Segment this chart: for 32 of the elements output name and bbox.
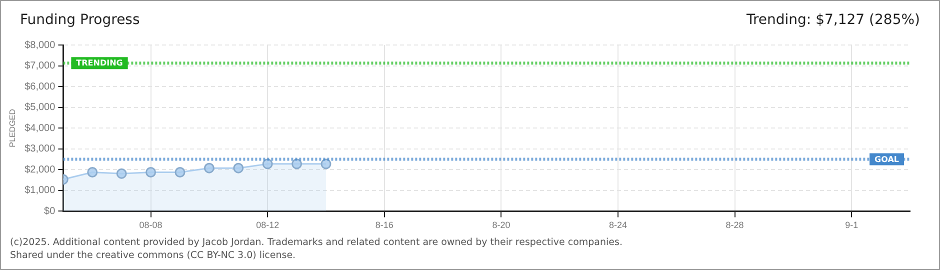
- x-tick-label: 08-12: [256, 220, 280, 230]
- ref-line-label: TRENDING: [76, 58, 123, 68]
- y-tick-label: $5,000: [24, 102, 56, 114]
- point: [204, 162, 214, 174]
- point: [116, 168, 127, 179]
- x-tick-label: 8-20: [492, 220, 510, 230]
- x-tick-label: 8-28: [726, 220, 744, 230]
- y-tick-label: $6,000: [24, 81, 56, 92]
- chart-subtitle: Trending: $7,127 (285%): [746, 12, 920, 28]
- x-tick-label: 9-1: [845, 220, 858, 230]
- point: [87, 166, 98, 178]
- y-tick-label: $0: [44, 206, 56, 217]
- y-tick-label: $4,000: [24, 122, 56, 134]
- chart-title: Funding Progress: [20, 12, 140, 28]
- y-tick-label: $1,000: [24, 185, 56, 196]
- point: [262, 158, 273, 170]
- text: (c)2025. Additional content provided by Jacob Jordan. Trademarks and related content are owned by their respective companies.: [10, 236, 622, 249]
- y-axis-title: PLEDGED: [8, 108, 18, 148]
- point: [174, 166, 186, 178]
- text: Shared under the creative commons (CC BY-NC 3.0) license.: [10, 249, 297, 262]
- point: [146, 166, 156, 178]
- x-tick-label: 8-16: [375, 220, 394, 230]
- x-tick-label: 8-24: [608, 220, 628, 230]
- y-tick-label: $7,000: [24, 60, 56, 72]
- point: [292, 158, 302, 170]
- y-tick-label: $3,000: [24, 144, 56, 155]
- y-tick-label: $2,000: [24, 164, 56, 176]
- x-tick-label: 08-08: [139, 220, 162, 230]
- point: [320, 158, 332, 170]
- point: [233, 162, 244, 174]
- ref-line-label: GOAL: [874, 154, 900, 164]
- y-tick-label: $8,000: [24, 40, 56, 51]
